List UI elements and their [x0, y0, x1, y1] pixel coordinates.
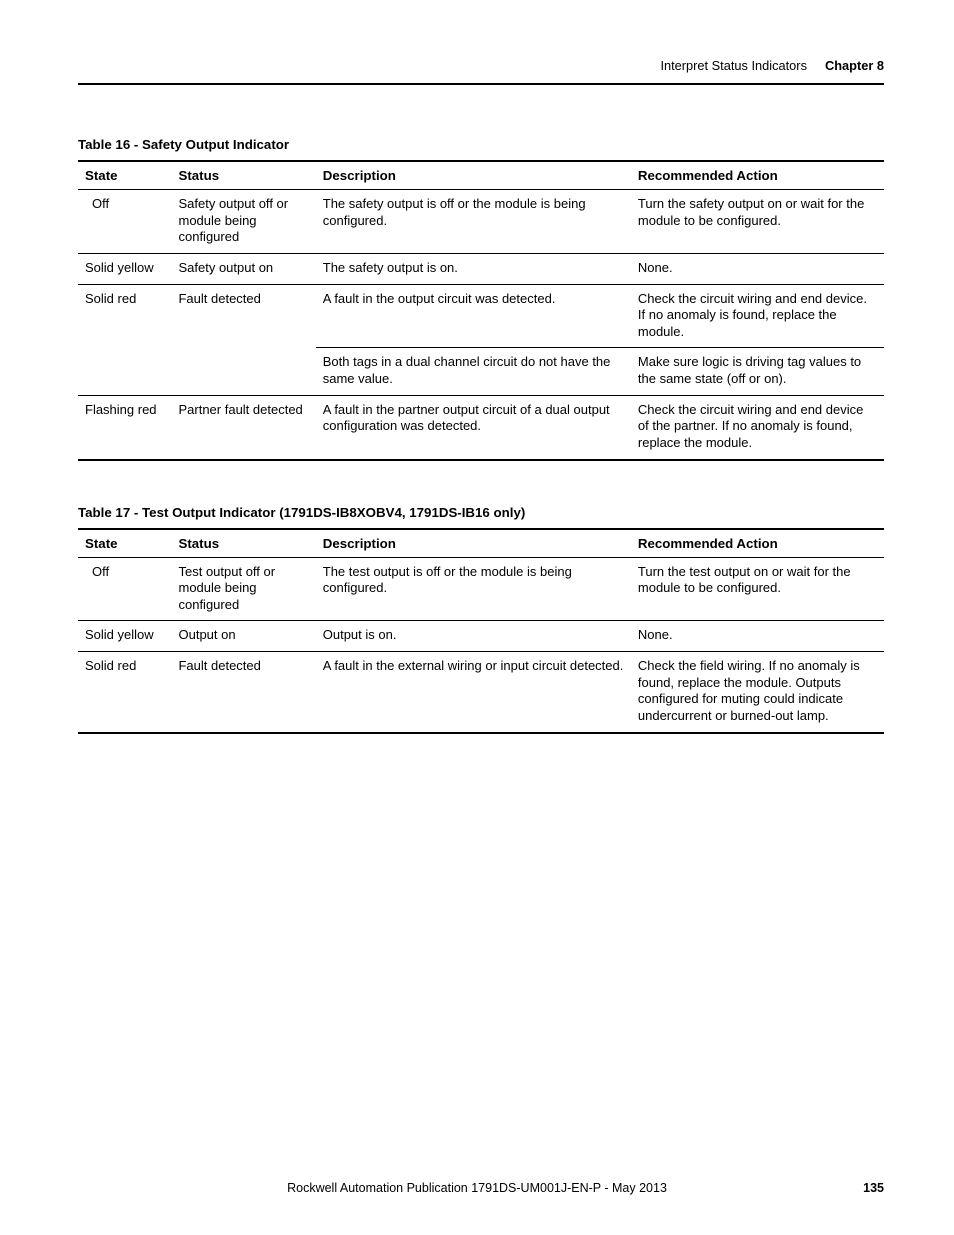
cell-description: The safety output is off or the module i…: [316, 190, 631, 254]
cell-description: Output is on.: [316, 621, 631, 652]
header-chapter-label: Chapter 8: [825, 58, 884, 73]
cell-action: None.: [631, 621, 884, 652]
cell-action: Check the field wiring. If no anomaly is…: [631, 652, 884, 733]
cell-action: Check the circuit wiring and end device …: [631, 395, 884, 459]
table-row: Off Safety output off or module being co…: [78, 190, 884, 254]
cell-status: Fault detected: [171, 652, 315, 733]
col-status: Status: [171, 161, 315, 190]
col-description: Description: [316, 161, 631, 190]
col-state: State: [78, 161, 171, 190]
table-row: Solid red Fault detected A fault in the …: [78, 652, 884, 733]
cell-status: Safety output on: [171, 253, 315, 284]
table16: State Status Description Recommended Act…: [78, 160, 884, 461]
table-row: Off Test output off or module being conf…: [78, 557, 884, 621]
cell-state: Solid yellow: [78, 253, 171, 284]
cell-description: A fault in the partner output circuit of…: [316, 395, 631, 459]
table-row: Solid red Fault detected A fault in the …: [78, 284, 884, 348]
col-state: State: [78, 529, 171, 558]
table-row: Solid yellow Output on Output is on. Non…: [78, 621, 884, 652]
cell-action: Make sure logic is driving tag values to…: [631, 348, 884, 395]
col-action: Recommended Action: [631, 161, 884, 190]
cell-action: Turn the safety output on or wait for th…: [631, 190, 884, 254]
cell-state: Solid red: [78, 284, 171, 395]
table-row: Solid yellow Safety output on The safety…: [78, 253, 884, 284]
table17: State Status Description Recommended Act…: [78, 528, 884, 734]
cell-state: Off: [78, 190, 171, 254]
cell-action: None.: [631, 253, 884, 284]
table-header-row: State Status Description Recommended Act…: [78, 529, 884, 558]
cell-description: The test output is off or the module is …: [316, 557, 631, 621]
col-status: Status: [171, 529, 315, 558]
table17-title: Table 17 - Test Output Indicator (1791DS…: [78, 505, 884, 520]
cell-state: Flashing red: [78, 395, 171, 459]
col-description: Description: [316, 529, 631, 558]
table16-title: Table 16 - Safety Output Indicator: [78, 137, 884, 152]
cell-status: Test output off or module being configur…: [171, 557, 315, 621]
cell-description: Both tags in a dual channel circuit do n…: [316, 348, 631, 395]
col-action: Recommended Action: [631, 529, 884, 558]
cell-state: Solid yellow: [78, 621, 171, 652]
cell-status: Output on: [171, 621, 315, 652]
table-header-row: State Status Description Recommended Act…: [78, 161, 884, 190]
cell-description: The safety output is on.: [316, 253, 631, 284]
cell-description: A fault in the external wiring or input …: [316, 652, 631, 733]
cell-action: Turn the test output on or wait for the …: [631, 557, 884, 621]
footer-page-number: 135: [863, 1181, 884, 1195]
page-footer: Rockwell Automation Publication 1791DS-U…: [0, 1181, 954, 1195]
cell-status: Safety output off or module being config…: [171, 190, 315, 254]
page-header: Interpret Status Indicators Chapter 8: [78, 58, 884, 85]
cell-action: Check the circuit wiring and end device.…: [631, 284, 884, 348]
header-section-title: Interpret Status Indicators: [660, 58, 807, 73]
cell-state: Solid red: [78, 652, 171, 733]
footer-publication: Rockwell Automation Publication 1791DS-U…: [0, 1181, 954, 1195]
cell-state: Off: [78, 557, 171, 621]
cell-status: Fault detected: [171, 284, 315, 395]
cell-description: A fault in the output circuit was detect…: [316, 284, 631, 348]
table-row: Flashing red Partner fault detected A fa…: [78, 395, 884, 459]
cell-status: Partner fault detected: [171, 395, 315, 459]
